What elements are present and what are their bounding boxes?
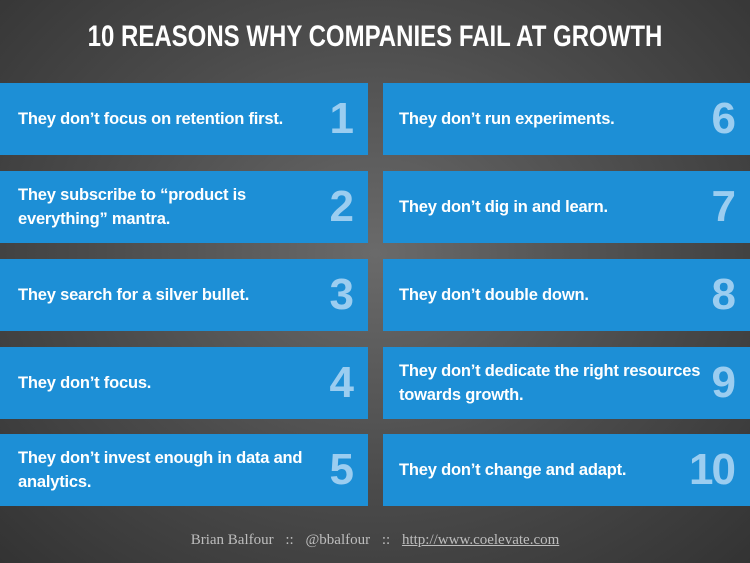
reason-tile: They search for a silver bullet. 3 — [0, 259, 368, 331]
reason-number: 10 — [689, 445, 736, 494]
reason-tile: They don’t invest enough in data and ana… — [0, 434, 368, 506]
reason-tile: They don’t dig in and learn. 7 — [383, 171, 750, 243]
reason-text: They search for a silver bullet. — [18, 286, 250, 304]
footer-handle: @bbalfour — [305, 532, 371, 548]
reason-number: 3 — [329, 270, 355, 319]
reason-number: 1 — [329, 94, 355, 143]
footer: Brian Balfour :: @bbalfour :: http://www… — [0, 532, 750, 549]
reason-number: 5 — [329, 445, 355, 494]
reason-tile: They don’t dedicate the right resources … — [383, 347, 750, 419]
reason-text: They don’t invest enough in data and ana… — [18, 449, 303, 491]
reason-number: 6 — [711, 94, 737, 143]
reason-number: 8 — [711, 270, 737, 319]
reason-number: 2 — [329, 182, 355, 231]
reason-tile: They don’t double down. 8 — [383, 259, 750, 331]
reason-tile: They don’t run experiments. 6 — [383, 83, 750, 155]
footer-author: Brian Balfour — [190, 532, 274, 548]
reason-text: They don’t run experiments. — [399, 110, 615, 128]
reason-text: They don’t dedicate the right resources … — [399, 362, 701, 404]
reason-tile: They don’t focus on retention first. 1 — [0, 83, 368, 155]
reason-text: They don’t double down. — [399, 286, 589, 304]
reason-text: They don’t focus. — [18, 374, 152, 392]
reason-text: They don’t focus on retention first. — [18, 110, 284, 128]
slide-title: 10 REASONS WHY COMPANIES FAIL AT GROWTH — [87, 20, 663, 53]
reason-tile: They subscribe to “product is everything… — [0, 171, 368, 243]
footer-url[interactable]: http://www.coelevate.com — [401, 532, 560, 548]
reason-text: They don’t dig in and learn. — [399, 198, 608, 216]
footer-separator: :: — [285, 532, 294, 548]
reason-number: 9 — [711, 358, 737, 407]
footer-separator: :: — [381, 532, 391, 548]
reason-tile: They don’t focus. 4 — [0, 347, 368, 419]
reason-number: 7 — [711, 182, 737, 231]
reason-number: 4 — [329, 358, 355, 407]
reason-text: They don’t change and adapt. — [399, 461, 627, 479]
reason-tile: They don’t change and adapt. 10 — [383, 434, 750, 506]
reason-text: They subscribe to “product is everything… — [18, 186, 246, 228]
